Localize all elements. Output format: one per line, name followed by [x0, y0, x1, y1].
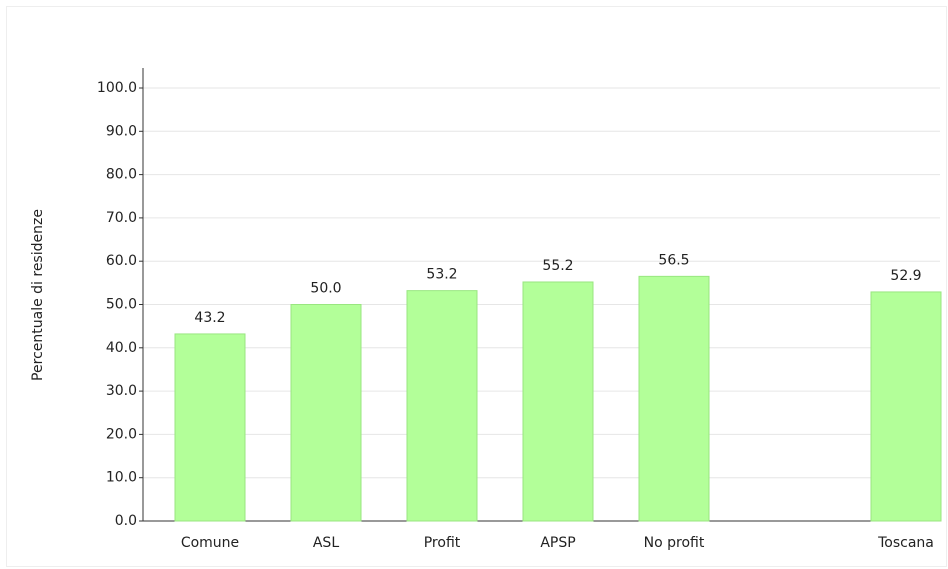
x-tick-label: Comune: [181, 535, 239, 551]
y-tick-label: 90.0: [106, 123, 137, 139]
x-tick-label: Toscana: [877, 535, 934, 551]
x-tick-label: Profit: [424, 535, 461, 551]
data-label: 53.2: [426, 267, 457, 283]
bar: [870, 291, 942, 522]
y-tick-label: 0.0: [115, 513, 137, 529]
y-tick-label: 50.0: [106, 297, 137, 313]
data-label: 55.2: [542, 258, 573, 274]
x-tick-label: APSP: [540, 535, 575, 551]
bar: [290, 304, 362, 522]
y-tick-label: 80.0: [106, 167, 137, 183]
bar: [522, 281, 594, 522]
x-tick-label: No profit: [644, 535, 705, 551]
x-tick-label: ASL: [313, 535, 339, 551]
data-label: 56.5: [658, 252, 689, 268]
bar: [406, 290, 478, 522]
y-tick-label: 40.0: [106, 340, 137, 356]
y-tick-label: 100.0: [97, 80, 137, 96]
data-label: 50.0: [310, 281, 341, 297]
data-label: 43.2: [194, 310, 225, 326]
bar: [174, 333, 246, 522]
y-tick-label: 20.0: [106, 426, 137, 442]
y-tick-label: 70.0: [106, 210, 137, 226]
y-tick-label: 30.0: [106, 383, 137, 399]
y-tick-label: 10.0: [106, 470, 137, 486]
data-label: 52.9: [890, 268, 921, 284]
y-axis-title: Percentuale di residenze: [30, 209, 46, 381]
y-tick-label: 60.0: [106, 253, 137, 269]
frame: [6, 6, 947, 567]
bar: [638, 275, 710, 522]
